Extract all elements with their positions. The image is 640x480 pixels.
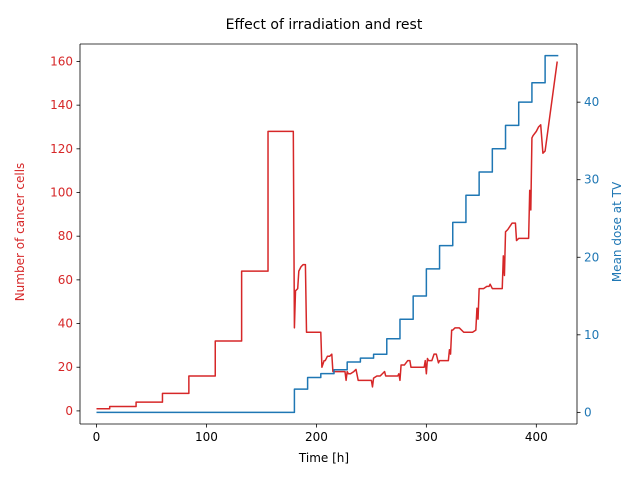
series-line-mean-dose [96, 54, 559, 414]
chart-title: Effect of irradiation and rest [226, 17, 423, 33]
axes-layer [79, 43, 578, 425]
left-y-tick-label: 100 [50, 186, 73, 200]
right-y-tick-label: 10 [584, 328, 599, 342]
x-tick-label: 100 [195, 430, 218, 444]
right-y-tick-label: 20 [584, 250, 599, 264]
x-tick-label: 200 [305, 430, 328, 444]
left-y-tick-label: 40 [58, 317, 73, 331]
left-y-tick-label: 20 [58, 360, 73, 374]
ticks-layer: 0 100 200 300 400 0 20 40 60 80 100 120 140 160 0 10 20 3… [50, 54, 599, 444]
x-tick-label: 300 [415, 430, 438, 444]
left-y-axis-title: Number of cancer cells [13, 163, 27, 302]
x-tick-label: 400 [525, 430, 548, 444]
right-y-axis-title: Mean dose at TV [610, 181, 624, 282]
right-y-tick-label: 30 [584, 173, 599, 187]
left-y-tick-label: 60 [58, 273, 73, 287]
left-y-tick-label: 80 [58, 229, 73, 243]
left-y-tick-label: 160 [50, 54, 73, 68]
series-layer [96, 54, 559, 414]
left-y-tick-label: 0 [65, 404, 73, 418]
x-tick-label: 0 [93, 430, 101, 444]
left-y-tick-label: 120 [50, 142, 73, 156]
series-line-cancer-cells [96, 61, 558, 410]
right-y-tick-label: 40 [584, 95, 599, 109]
x-axis-title: Time [h] [298, 451, 349, 465]
right-y-tick-label: 0 [584, 405, 592, 419]
left-y-tick-label: 140 [50, 98, 73, 112]
